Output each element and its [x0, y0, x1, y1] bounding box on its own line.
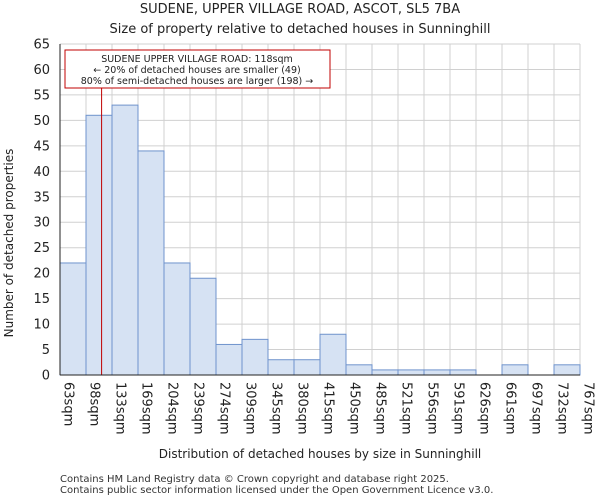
x-tick-label: 415sqm: [321, 382, 336, 435]
bar-556sqm: [423, 369, 451, 376]
y-tick-label: 25: [33, 241, 50, 256]
x-tick-label: 169sqm: [139, 382, 154, 435]
y-tick-label: 0: [42, 369, 50, 384]
chart-subtitle: Size of property relative to detached ho…: [109, 22, 491, 37]
annotation-line-2: ← 20% of detached houses are smaller (49…: [93, 65, 300, 76]
x-tick-label: 345sqm: [269, 382, 284, 435]
x-tick-labels: 63sqm 98sqm 133sqm 169sqm 204sqm 239sqm 274sqm…: [61, 382, 596, 435]
bar-485sqm: [371, 369, 399, 376]
bar-345sqm: [267, 359, 295, 376]
bar-732sqm: [553, 364, 581, 376]
chart-title: SUDENE, UPPER VILLAGE ROAD, ASCOT, SL5 7…: [139, 2, 461, 17]
x-tick-label: 450sqm: [347, 382, 362, 435]
x-tick-label: 485sqm: [373, 382, 388, 435]
footer-licence: Contains public sector information licen…: [60, 485, 494, 496]
x-tick-label: 697sqm: [529, 382, 544, 435]
x-tick-label: 767sqm: [581, 382, 596, 435]
y-tick-label: 45: [33, 139, 50, 154]
y-tick-label: 10: [33, 318, 50, 333]
y-tick-label: 60: [33, 63, 50, 78]
y-tick-label: 30: [33, 216, 50, 231]
bar-415sqm: [319, 333, 347, 376]
bar-63sqm: [59, 262, 87, 376]
y-tick-label: 15: [33, 292, 50, 307]
x-tick-label: 309sqm: [243, 382, 258, 435]
bar-239sqm: [189, 277, 217, 376]
bar-204sqm: [163, 262, 191, 376]
x-axis-label: Distribution of detached houses by size …: [159, 447, 482, 461]
x-tick-label: 274sqm: [217, 382, 232, 435]
bar-169sqm: [137, 150, 165, 376]
bar-521sqm: [397, 369, 425, 376]
x-tick-label: 521sqm: [399, 382, 414, 435]
x-tick-label: 239sqm: [191, 382, 206, 435]
y-tick-label: 20: [33, 267, 50, 282]
x-tick-label: 98sqm: [87, 382, 102, 426]
y-tick-label: 5: [42, 343, 50, 358]
annotation-line-3: 80% of semi-detached houses are larger (…: [81, 76, 314, 87]
x-tick-label: 556sqm: [425, 382, 440, 435]
bar-133sqm: [111, 104, 139, 376]
bar-309sqm: [241, 338, 269, 376]
bar-591sqm: [449, 369, 477, 376]
bars: [59, 104, 581, 376]
bar-450sqm: [345, 364, 373, 376]
axes: [59, 44, 580, 376]
x-tick-label: 661sqm: [503, 382, 518, 435]
bar-380sqm: [293, 359, 321, 376]
bar-661sqm: [501, 364, 529, 376]
footer-copyright: Contains HM Land Registry data © Crown c…: [60, 474, 449, 485]
y-tick-label: 65: [33, 38, 50, 53]
marker-annotation: SUDENE UPPER VILLAGE ROAD: 118sqm ← 20% …: [64, 49, 331, 89]
x-tick-label: 133sqm: [113, 382, 128, 435]
x-tick-label: 732sqm: [555, 382, 570, 435]
annotation-line-1: SUDENE UPPER VILLAGE ROAD: 118sqm: [101, 54, 293, 65]
bar-274sqm: [215, 343, 243, 376]
y-tick-label: 40: [33, 165, 50, 180]
x-tick-label: 204sqm: [165, 382, 180, 435]
y-tick-label: 55: [33, 88, 50, 103]
x-tick-label: 63sqm: [61, 382, 76, 426]
gridlines: [59, 43, 581, 376]
y-axis-label: Number of detached properties: [2, 149, 16, 338]
x-tick-label: 380sqm: [295, 382, 310, 435]
bar-98sqm: [85, 114, 113, 376]
annotation-box: [64, 49, 331, 89]
y-tick-label: 50: [33, 114, 50, 129]
x-tick-label: 626sqm: [477, 382, 492, 435]
y-tick-label: 35: [33, 190, 50, 205]
y-tick-labels: 0 5 10 15 20 25 30 35 40 45 50 55 60 65: [33, 38, 50, 384]
x-tick-label: 591sqm: [451, 382, 466, 435]
